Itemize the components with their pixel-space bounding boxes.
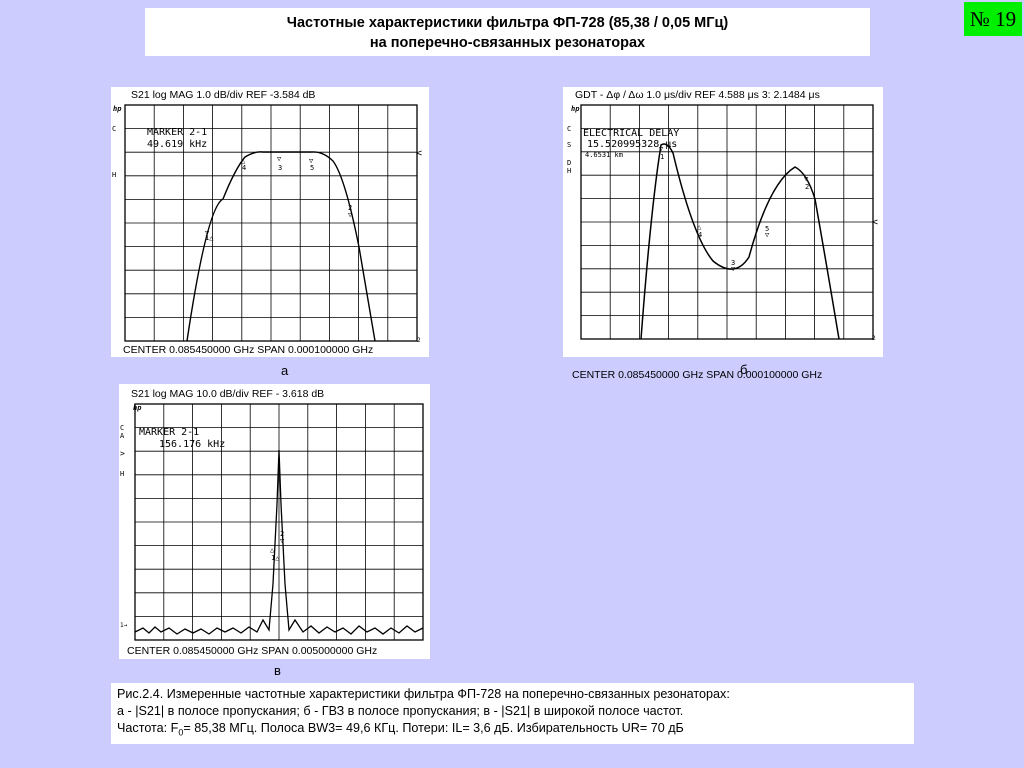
caption-line-3: Частота: F0= 85,38 МГц. Полоса BW3= 49,6… <box>117 720 914 742</box>
panel-b-marker-line1: ELECTRICAL DELAY <box>583 128 679 139</box>
caption-line3-b: = 85,38 МГц. Полоса BW3= 49,6 КГц. Потер… <box>183 721 684 735</box>
svg-text:1△: 1△ <box>271 554 280 562</box>
hp-logo-v: hp <box>133 404 141 412</box>
panel-v-top-label: S21 log MAG 10.0 dB/div REF - 3.618 dB <box>131 388 325 400</box>
panel-v-bottom-label: CENTER 0.085450000 GHz SPAN 0.005000000 … <box>127 645 378 657</box>
svg-text:3: 3 <box>278 164 282 172</box>
panel-b-plot: hp CS DH < 2 ▽1 △4 3▽ 5▽ ▽2 ELECTRICAL D… <box>567 104 878 342</box>
svg-text:4: 4 <box>242 164 246 172</box>
panel-b-top-label: GDT - Δφ / Δω 1.0 μs/div REF 4.588 μs 3:… <box>575 89 820 101</box>
panel-b-trace <box>640 143 840 340</box>
panel-b: GDT - Δφ / Δω 1.0 μs/div REF 4.588 μs 3:… <box>563 87 883 357</box>
svg-text:1: 1 <box>660 153 664 161</box>
caption-line-1: Рис.2.4. Измеренные частотные характерис… <box>117 687 730 701</box>
svg-text:▽: ▽ <box>804 175 809 183</box>
svg-text:1→: 1→ <box>120 622 128 629</box>
panel-b-letter: б <box>740 362 748 377</box>
figure-caption: Рис.2.4. Измеренные частотные характерис… <box>111 683 914 744</box>
panel-v-letter: в <box>274 663 281 678</box>
svg-text:▽: ▽ <box>659 145 664 153</box>
panel-a-marker-line2: 49.619 kHz <box>147 139 207 150</box>
svg-text:5: 5 <box>310 164 314 172</box>
panel-a-markers: ▽1△ △4 ▽3 ▽5 2▽ <box>205 155 353 242</box>
svg-text:2: 2 <box>280 530 284 538</box>
svg-text:2: 2 <box>417 337 421 344</box>
svg-text:5: 5 <box>765 225 769 233</box>
svg-text:H: H <box>120 470 124 478</box>
svg-text:H: H <box>112 171 116 179</box>
panel-a-top-label: S21 log MAG 1.0 dB/div REF -3.584 dB <box>131 89 316 101</box>
panel-a-letter: а <box>281 363 289 378</box>
panel-v-markers: △1△ 2▽ <box>270 530 285 562</box>
svg-text:C: C <box>120 424 124 432</box>
title-line-2: на поперечно-связанных резонаторах <box>369 35 646 51</box>
svg-text:>: > <box>120 449 125 458</box>
panel-v-marker-line1: MARKER 2-1 <box>139 427 199 438</box>
panel-b-marker-line3: 4.6531 km <box>585 151 623 159</box>
svg-text:▽: ▽ <box>205 229 210 237</box>
caption-line3-sub: 0 <box>178 727 184 738</box>
svg-text:C: C <box>567 125 571 133</box>
svg-text:C: C <box>112 125 116 133</box>
svg-text:▽: ▽ <box>277 155 282 163</box>
hp-logo-b: hp <box>571 105 579 113</box>
title-line-1: Частотные характеристики фильтра ФП-728 … <box>286 15 729 31</box>
svg-text:D: D <box>567 159 571 167</box>
svg-text:H: H <box>567 167 571 175</box>
title-box: Частотные характеристики фильтра ФП-728 … <box>145 8 870 56</box>
svg-text:A: A <box>120 432 125 440</box>
panel-b-grid <box>580 104 874 340</box>
panel-a: S21 log MAG 1.0 dB/div REF -3.584 dB hp … <box>111 87 429 357</box>
panel-b-markers: ▽1 △4 3▽ 5▽ ▽2 <box>659 145 809 273</box>
svg-text:▽: ▽ <box>280 537 285 545</box>
slide-number: № 19 <box>964 2 1022 36</box>
hp-logo-a: hp <box>113 105 121 113</box>
panel-a-marker-line1: MARKER 2-1 <box>147 127 207 138</box>
svg-text:△: △ <box>270 546 275 554</box>
caption-line-2: а - |S21| в полосе пропускания; б - ГВЗ … <box>117 704 684 718</box>
svg-text:▽: ▽ <box>309 157 314 165</box>
panel-v-marker-line2: 156.176 kHz <box>159 439 225 450</box>
caption-line3-a: Частота: F <box>117 721 179 735</box>
panel-b-marker-line2: 15.520995328 μs <box>587 139 677 150</box>
svg-text:4: 4 <box>698 231 702 239</box>
svg-text:2: 2 <box>348 204 352 212</box>
panel-v-trace <box>134 449 424 635</box>
panel-v-plot: hp CA > H 1→ △1△ 2▽ MARKER 2-1 156.176 kH… <box>120 403 424 641</box>
svg-text:△: △ <box>697 223 702 231</box>
panel-b-bottom-label: CENTER 0.085450000 GHz SPAN 0.000100000 … <box>572 369 823 381</box>
panel-a-trace <box>186 151 376 342</box>
svg-text:1△: 1△ <box>205 234 214 242</box>
svg-text:<: < <box>872 217 878 228</box>
panel-a-bottom-label: CENTER 0.085450000 GHz SPAN 0.000100000 … <box>123 344 374 356</box>
svg-text:▽: ▽ <box>348 211 353 219</box>
svg-text:3: 3 <box>731 259 735 267</box>
svg-text:△: △ <box>241 157 246 165</box>
svg-text:▽: ▽ <box>731 265 736 273</box>
svg-text:2: 2 <box>872 335 876 342</box>
panel-a-plot: hp CH < 2 ▽1△ △4 ▽3 ▽5 2▽ MARKER 2-1 49.… <box>112 104 422 344</box>
svg-text:<: < <box>416 148 422 159</box>
svg-text:S: S <box>567 141 571 149</box>
svg-text:▽: ▽ <box>765 231 770 239</box>
panel-v: S21 log MAG 10.0 dB/div REF - 3.618 dB h… <box>119 384 430 659</box>
svg-text:2: 2 <box>805 183 809 191</box>
